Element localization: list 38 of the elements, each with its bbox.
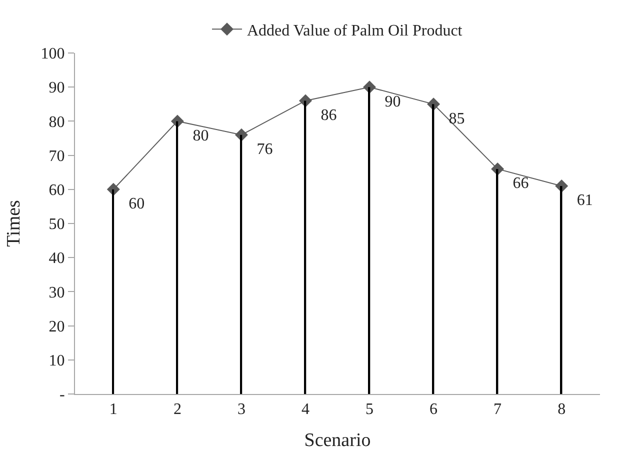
y-tick-label: 10 [48,352,65,370]
y-tick-label: 40 [48,250,65,268]
bar [368,87,370,394]
x-tick-label: 6 [430,401,438,418]
bar [496,168,498,394]
x-tick-label: 4 [301,401,310,418]
data-label: 76 [248,141,273,158]
x-tick-label: 5 [366,401,374,418]
y-tick-label: 20 [48,318,65,336]
data-label: 86 [312,106,337,124]
x-tick-label: 2 [173,401,182,418]
y-tick-label: 50 [48,216,65,234]
data-label: 90 [376,93,401,110]
bar [304,100,306,394]
x-tick-label: 8 [558,401,566,418]
y-tick-label: - [59,386,65,404]
legend-label: Added Value of Palm Oil Product [247,22,463,40]
y-tick-label: 70 [48,148,65,165]
x-axis-title: Scenario [304,430,371,451]
y-tick-label: 100 [40,46,65,63]
bar [240,134,242,394]
data-label: 60 [120,196,145,213]
x-tick-label: 7 [494,401,502,418]
data-label: 66 [504,175,529,192]
y-tick-label: 60 [48,182,65,199]
data-label: 80 [184,127,209,144]
bar [560,186,562,394]
bar [112,189,114,394]
bar [432,104,434,394]
data-label: 61 [568,192,593,210]
x-tick-label: 1 [109,401,118,418]
bar [176,121,178,394]
y-axis-title: Times [4,200,25,247]
x-tick-label: 3 [237,401,246,418]
y-tick-label: 80 [48,114,65,131]
y-tick-label: 30 [48,284,65,302]
data-label: 85 [440,110,465,128]
y-tick-label: 90 [48,80,65,97]
